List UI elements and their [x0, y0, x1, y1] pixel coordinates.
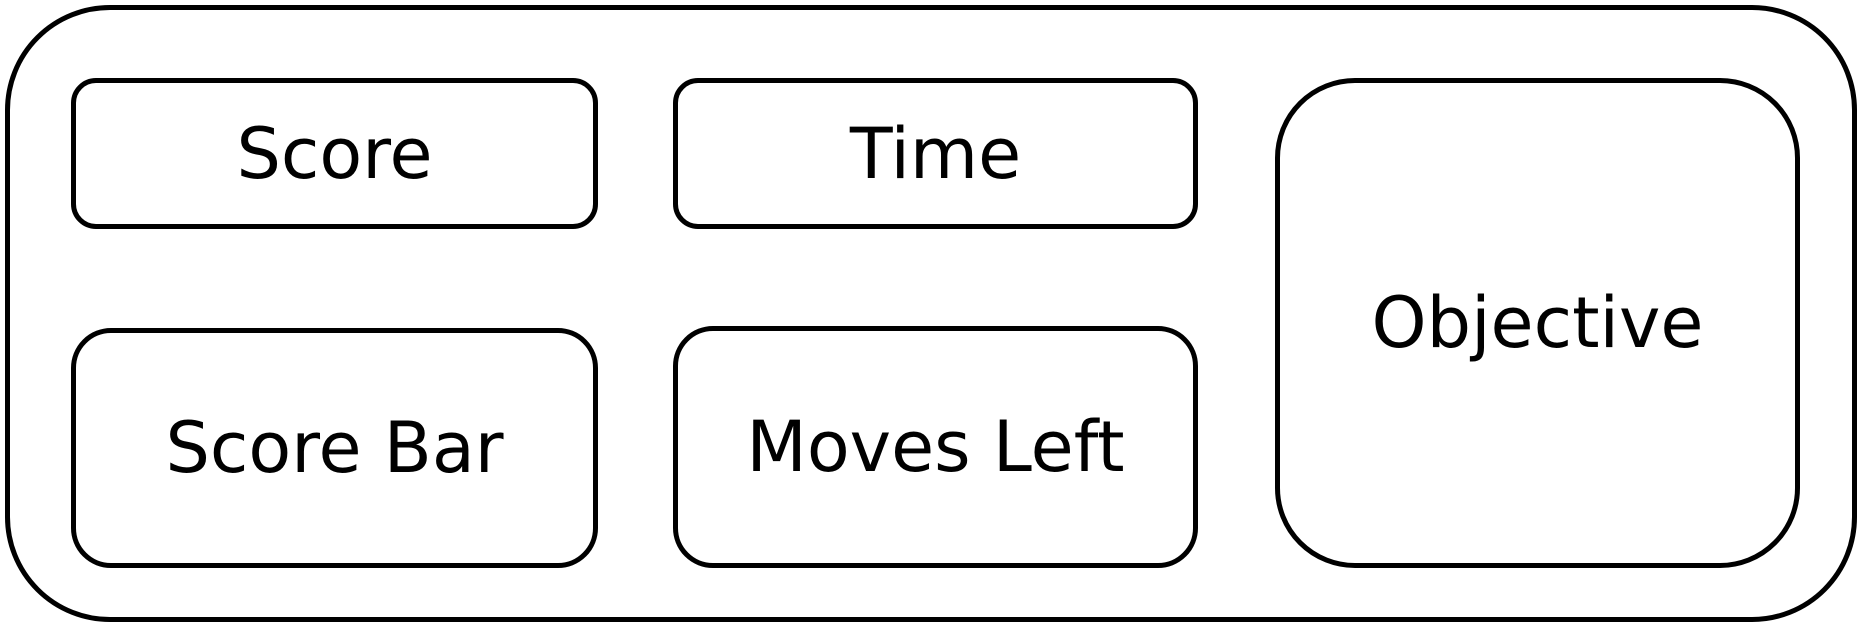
hud-frame [5, 5, 1857, 622]
time-label: Time [849, 112, 1022, 195]
score-panel: Score [71, 78, 598, 229]
time-panel: Time [673, 78, 1198, 229]
objective-label: Objective [1371, 282, 1704, 364]
moves-left-panel: Moves Left [673, 326, 1198, 568]
score-label: Score [236, 112, 433, 195]
score-bar-label: Score Bar [165, 407, 504, 489]
moves-left-label: Moves Left [746, 406, 1125, 488]
objective-panel: Objective [1275, 78, 1800, 568]
score-bar-panel: Score Bar [71, 328, 598, 568]
